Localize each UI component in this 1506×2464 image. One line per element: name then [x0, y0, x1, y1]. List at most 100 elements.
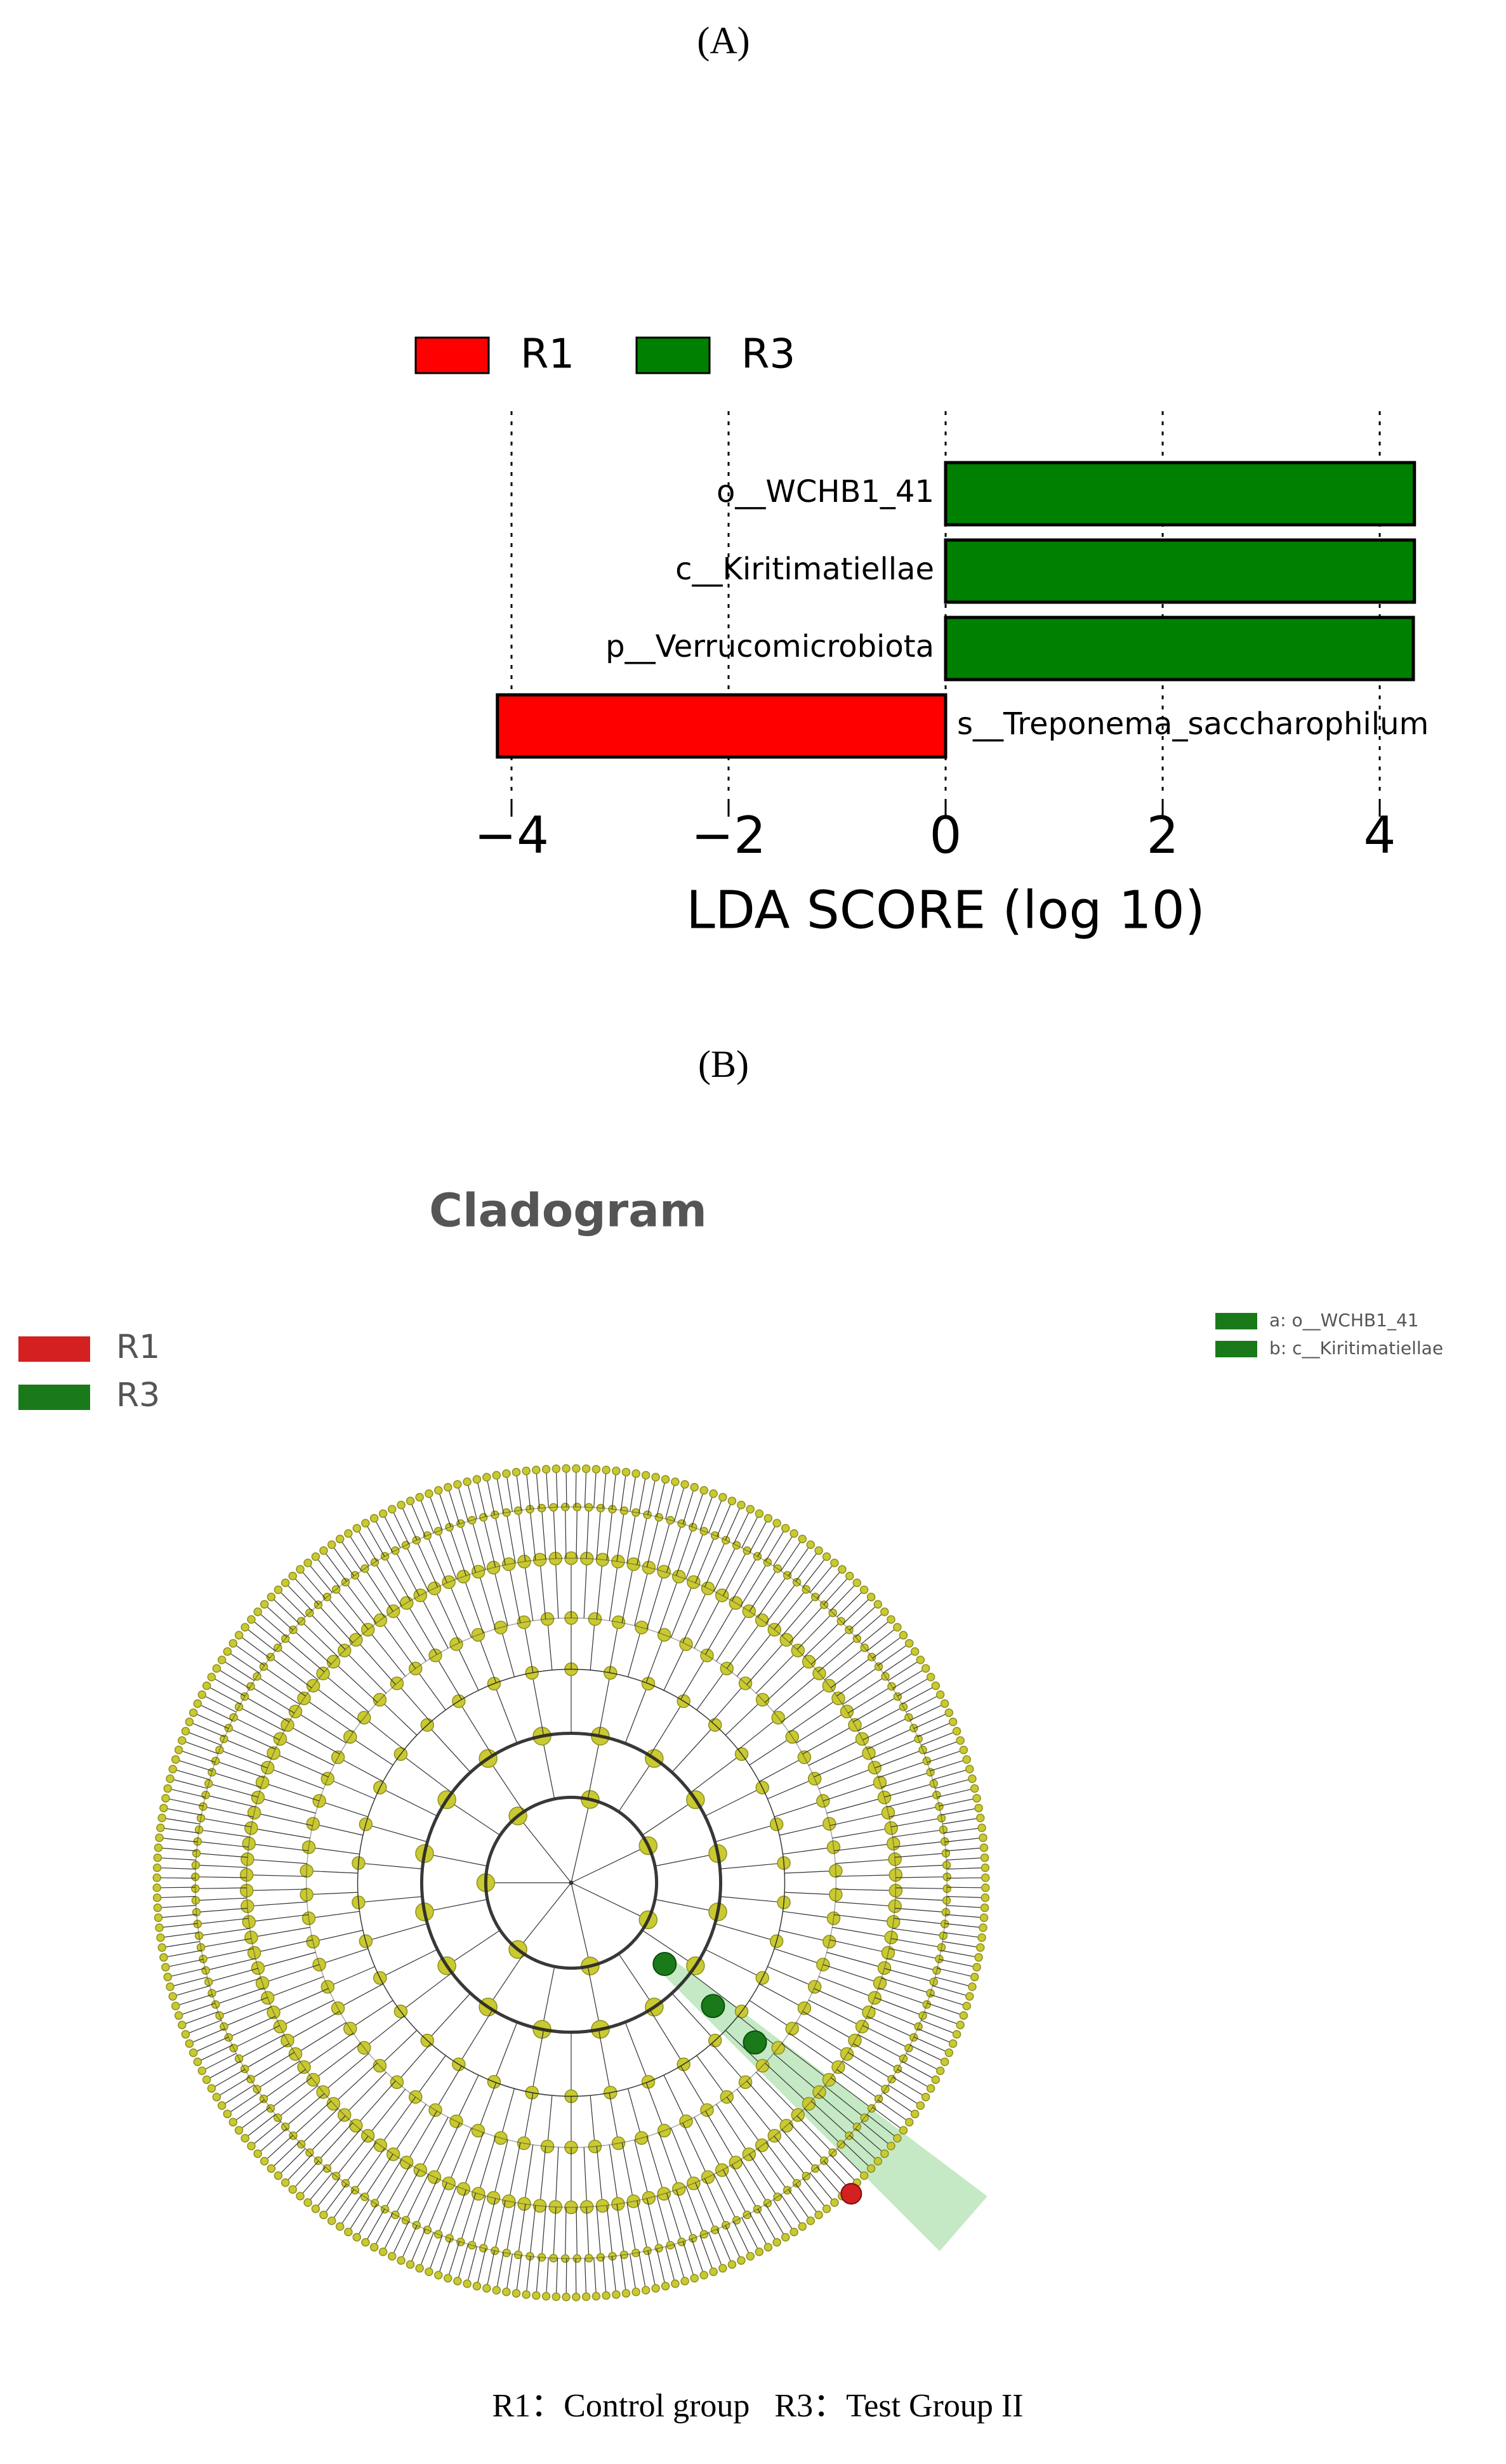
- node: [397, 1500, 406, 1510]
- node: [352, 2232, 362, 2242]
- node: [335, 1534, 345, 1544]
- node: [880, 1607, 889, 1616]
- branch: [927, 2003, 964, 2016]
- branch: [894, 1918, 945, 1925]
- branch: [257, 2128, 287, 2154]
- branch: [571, 1882, 649, 1920]
- branch: [836, 2148, 865, 2177]
- node: [161, 1794, 170, 1803]
- branch: [448, 2128, 472, 2184]
- branch: [333, 1661, 378, 1703]
- branch: [285, 2093, 325, 2128]
- node: [672, 2182, 686, 2196]
- branch: [517, 1882, 572, 1950]
- node: [289, 1625, 298, 1635]
- branch: [326, 1597, 361, 1637]
- node: [721, 2221, 730, 2230]
- branch: [909, 2045, 945, 2062]
- node: [433, 1527, 443, 1536]
- node: [549, 1503, 558, 1512]
- legend-swatch: [18, 1385, 90, 1410]
- branch: [816, 2166, 843, 2197]
- node: [771, 1711, 785, 1725]
- node: [591, 2291, 601, 2301]
- branch: [392, 1509, 409, 1545]
- branch: [367, 1629, 406, 1677]
- branch: [463, 1576, 484, 1633]
- branch: [466, 1481, 477, 1519]
- node: [783, 2185, 792, 2195]
- branch: [726, 2097, 763, 2146]
- branch: [307, 2172, 333, 2203]
- node: [228, 1638, 238, 1648]
- node: [306, 1935, 320, 1949]
- branch: [500, 1627, 515, 1677]
- node: [467, 2241, 477, 2250]
- node: [335, 2222, 345, 2231]
- node: [522, 1466, 531, 1475]
- node: [862, 2005, 876, 2020]
- node: [962, 2001, 972, 2010]
- node: [972, 1963, 981, 1972]
- node: [311, 2204, 320, 2213]
- branch: [803, 1621, 842, 1657]
- node: [288, 2047, 303, 2061]
- branch: [795, 1550, 819, 1582]
- branch: [438, 1531, 457, 1579]
- branch: [665, 1481, 676, 1519]
- branch: [618, 1758, 655, 1812]
- node: [581, 2292, 591, 2302]
- branch: [875, 1997, 923, 2016]
- branch: [313, 2043, 361, 2081]
- node: [939, 1825, 948, 1835]
- branch: [796, 1612, 833, 1650]
- node: [710, 1531, 720, 1540]
- node: [732, 1541, 741, 1550]
- branch: [478, 1571, 496, 1630]
- node: [666, 2241, 675, 2250]
- node: [671, 1477, 680, 1486]
- branch: [676, 2189, 694, 2239]
- branch: [303, 1697, 353, 1733]
- node: [163, 1784, 173, 1793]
- branch: [765, 1528, 786, 1562]
- node: [247, 2142, 256, 2151]
- node: [909, 2032, 918, 2042]
- branch: [781, 1597, 816, 1637]
- branch: [881, 1977, 931, 1994]
- x-axis-label: LDA SCORE (log 10): [686, 880, 1205, 940]
- branch: [946, 1857, 985, 1861]
- branch: [832, 1828, 892, 1839]
- node: [360, 2129, 375, 2143]
- branch: [637, 1514, 648, 1565]
- node: [680, 1480, 689, 1489]
- branch: [178, 1749, 216, 1763]
- branch: [823, 2161, 850, 2190]
- branch: [736, 2088, 775, 2137]
- branch: [326, 2129, 361, 2169]
- node: [772, 1519, 781, 1528]
- node: [397, 2256, 406, 2265]
- node: [929, 1779, 938, 1788]
- node: [974, 1953, 983, 1962]
- node: [822, 2204, 831, 2213]
- branch: [239, 1635, 270, 1659]
- node: [910, 1647, 920, 1656]
- branch: [565, 1468, 567, 1507]
- branch: [267, 1976, 324, 1998]
- branch: [355, 1639, 396, 1685]
- node: [159, 1803, 168, 1813]
- branch: [500, 2088, 515, 2138]
- branch: [336, 2135, 369, 2177]
- highlight-node: [840, 2183, 862, 2205]
- branch: [344, 1650, 386, 1694]
- branch: [397, 2043, 432, 2083]
- branch: [817, 1638, 857, 1673]
- branch: [822, 1964, 880, 1984]
- branch: [356, 1528, 378, 1562]
- node: [378, 2247, 388, 2256]
- branch: [906, 1694, 941, 1713]
- node: [926, 2084, 935, 2093]
- node: [877, 1961, 892, 1975]
- branch: [781, 2043, 829, 2081]
